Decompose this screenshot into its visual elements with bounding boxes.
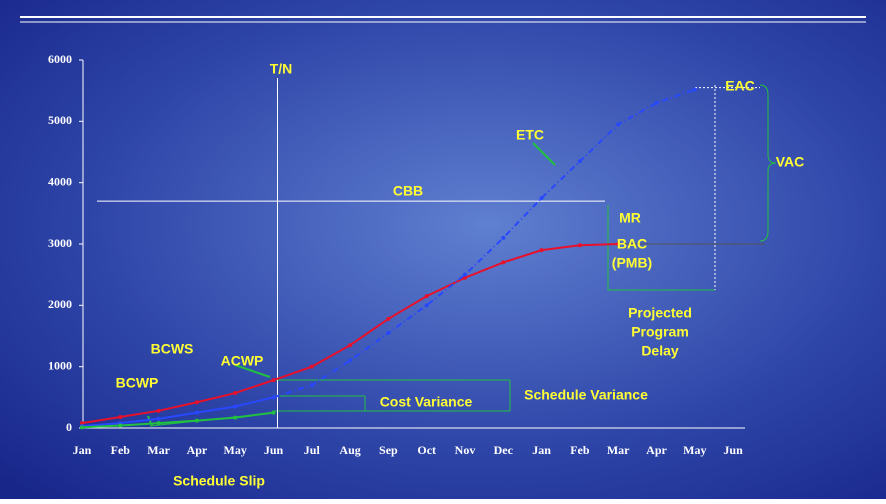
data-point — [156, 416, 161, 421]
data-point — [233, 391, 238, 396]
eac-label: EAC — [725, 78, 755, 94]
data-point — [156, 408, 161, 413]
x-tick-label: Nov — [455, 443, 476, 457]
data-point — [654, 100, 659, 105]
data-point — [80, 421, 84, 426]
y-tick-label: 1000 — [48, 358, 72, 372]
vac-label: VAC — [776, 154, 805, 170]
x-tick-label: Apr — [646, 443, 667, 457]
data-point — [539, 196, 544, 200]
series-line — [81, 396, 274, 428]
x-tick-label: Jun — [264, 443, 284, 457]
data-point — [194, 400, 199, 405]
x-tick-label: May — [683, 443, 706, 457]
x-tick-label: Jan — [73, 443, 92, 457]
data-point — [271, 378, 276, 383]
x-tick-label: Mar — [147, 443, 170, 457]
y-tick-label: 3000 — [48, 236, 72, 250]
data-point — [271, 410, 276, 415]
data-point — [386, 316, 391, 321]
data-point — [424, 303, 429, 308]
mr-label: MR — [619, 210, 641, 226]
y-tick-label: 5000 — [48, 113, 72, 127]
bac-label: (PMB) — [612, 255, 652, 271]
y-tick-label: 0 — [66, 420, 72, 434]
x-tick-label: Feb — [111, 443, 131, 457]
data-point — [616, 242, 621, 246]
series-line — [81, 411, 274, 429]
data-point — [309, 364, 314, 369]
series-label: ACWP — [221, 353, 264, 369]
series-label: BCWP — [116, 375, 159, 391]
x-tick-label: Oct — [417, 443, 436, 457]
y-tick-label: 6000 — [48, 52, 72, 66]
data-point — [386, 330, 391, 335]
cost-variance-label: Cost Variance — [380, 394, 473, 410]
y-tick-label: 2000 — [48, 297, 72, 311]
y-tick-label: 4000 — [48, 174, 72, 188]
data-point — [348, 358, 353, 363]
data-point — [424, 294, 429, 299]
data-point — [194, 410, 199, 415]
data-point — [233, 415, 238, 420]
x-tick-label: Feb — [570, 443, 590, 457]
data-point — [577, 243, 582, 248]
schedule-variance-label: Schedule Variance — [524, 387, 648, 403]
x-tick-label: Jun — [723, 443, 743, 457]
data-point — [118, 414, 123, 419]
data-point — [194, 418, 199, 423]
bac-label: BAC — [617, 236, 647, 252]
cbb-label: CBB — [393, 183, 423, 199]
data-point — [118, 423, 123, 428]
data-point — [309, 383, 314, 388]
delay-label: Delay — [641, 343, 679, 359]
time-now-label: T/N — [270, 61, 293, 77]
series-label: BCWS — [151, 341, 194, 357]
data-point — [539, 248, 544, 253]
delay-label: Program — [631, 324, 689, 340]
delay-label: Projected — [628, 305, 692, 321]
x-tick-label: May — [224, 443, 247, 457]
data-point — [577, 159, 582, 164]
data-point — [463, 275, 467, 280]
data-point — [271, 395, 276, 400]
x-tick-label: Jan — [532, 443, 551, 457]
data-point — [463, 272, 467, 277]
data-point — [156, 421, 161, 426]
data-point — [692, 87, 697, 92]
series-label: ETC — [516, 127, 544, 143]
schedule-slip-label: Schedule Slip — [173, 473, 265, 489]
data-point — [348, 343, 353, 348]
x-tick-label: Sep — [379, 443, 398, 457]
x-tick-label: Apr — [187, 443, 208, 457]
x-tick-label: Aug — [339, 443, 360, 457]
data-point — [233, 404, 238, 409]
x-tick-label: Dec — [494, 443, 514, 457]
x-tick-label: Jul — [304, 443, 321, 457]
data-point — [616, 122, 621, 127]
data-point — [501, 235, 506, 240]
data-point — [80, 425, 84, 430]
series-line — [273, 88, 696, 399]
x-tick-label: Mar — [607, 443, 630, 457]
data-point — [501, 260, 506, 265]
